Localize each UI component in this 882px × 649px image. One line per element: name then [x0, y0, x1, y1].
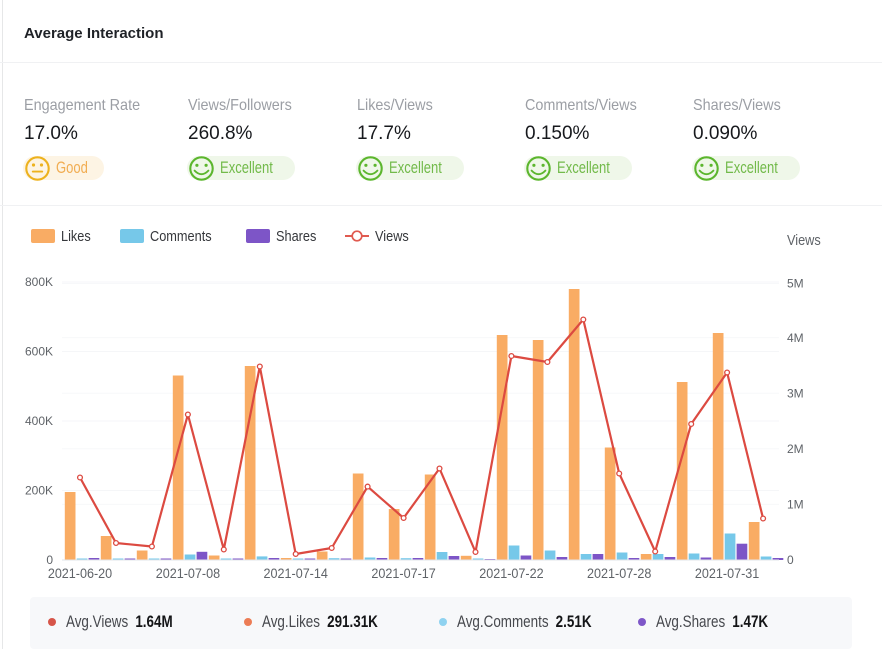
svg-text:Views: Views — [787, 231, 821, 248]
svg-text:2021-07-14: 2021-07-14 — [264, 565, 328, 581]
svg-text:2021-07-22: 2021-07-22 — [479, 565, 543, 581]
svg-text:200K: 200K — [25, 484, 53, 498]
svg-text:2M: 2M — [787, 442, 804, 456]
svg-text:800K: 800K — [25, 275, 53, 289]
svg-text:0: 0 — [46, 553, 53, 567]
svg-text:2021-07-08: 2021-07-08 — [156, 565, 220, 581]
svg-text:0: 0 — [787, 553, 794, 567]
svg-text:1M: 1M — [787, 498, 804, 512]
svg-text:2021-06-20: 2021-06-20 — [48, 565, 112, 581]
svg-text:2021-07-17: 2021-07-17 — [371, 565, 435, 581]
svg-text:4M: 4M — [787, 331, 804, 345]
svg-text:3M: 3M — [787, 386, 804, 400]
svg-text:2021-07-28: 2021-07-28 — [587, 565, 651, 581]
svg-text:5M: 5M — [787, 277, 804, 291]
svg-text:2021-07-31: 2021-07-31 — [695, 565, 759, 581]
svg-text:400K: 400K — [25, 414, 53, 428]
svg-text:600K: 600K — [25, 345, 53, 359]
